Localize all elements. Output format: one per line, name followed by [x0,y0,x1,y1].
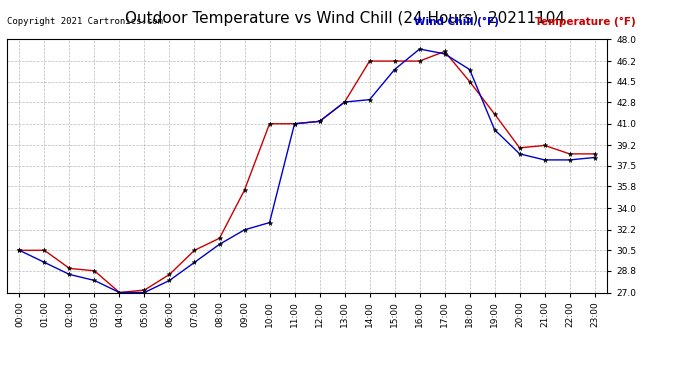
Text: Temperature (°F): Temperature (°F) [535,17,635,27]
Text: Copyright 2021 Cartronics.com: Copyright 2021 Cartronics.com [7,17,163,26]
Text: Wind Chill (°F): Wind Chill (°F) [414,17,499,27]
Text: Outdoor Temperature vs Wind Chill (24 Hours)  20211104: Outdoor Temperature vs Wind Chill (24 Ho… [125,11,565,26]
